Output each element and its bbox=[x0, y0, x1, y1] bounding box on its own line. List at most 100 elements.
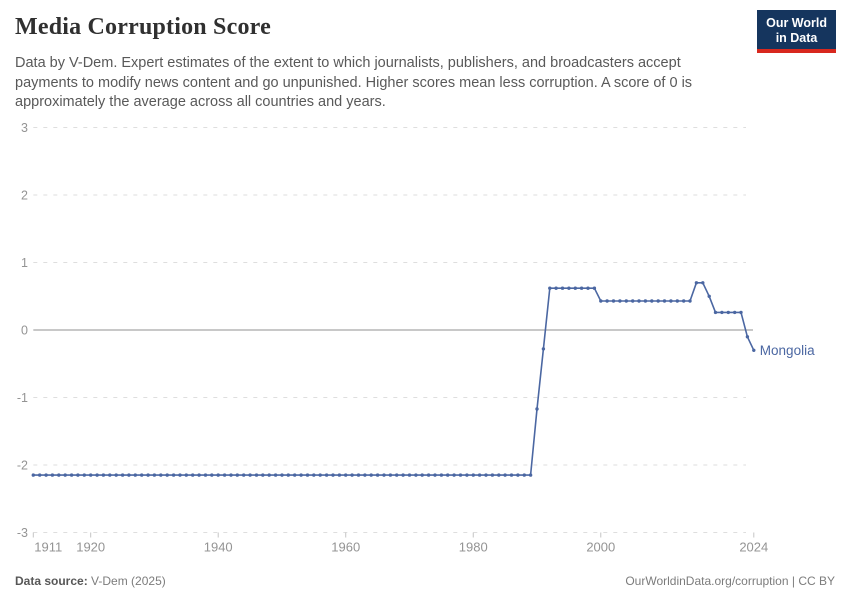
data-point bbox=[146, 473, 150, 477]
chart-subtitle: Data by V-Dem. Expert estimates of the e… bbox=[15, 55, 693, 111]
data-point bbox=[95, 473, 99, 477]
data-point bbox=[337, 473, 342, 477]
data-point bbox=[261, 473, 265, 477]
data-point bbox=[318, 473, 322, 477]
data-point bbox=[560, 286, 565, 290]
series-label-mongolia: Mongolia bbox=[760, 343, 815, 358]
data-point bbox=[682, 299, 686, 303]
data-point bbox=[656, 299, 660, 303]
data-point bbox=[707, 294, 711, 298]
data-point bbox=[127, 473, 131, 477]
data-point bbox=[701, 281, 705, 285]
data-point bbox=[490, 473, 495, 477]
data-point bbox=[401, 473, 405, 477]
data-point bbox=[38, 473, 42, 477]
data-point bbox=[688, 299, 692, 303]
data-point bbox=[554, 286, 558, 290]
data-point bbox=[535, 407, 539, 411]
data-point bbox=[165, 473, 169, 477]
data-point bbox=[720, 310, 724, 315]
data-point bbox=[567, 286, 571, 290]
x-tick-label: 1940 bbox=[204, 540, 233, 555]
data-point bbox=[465, 473, 469, 477]
series-line bbox=[33, 282, 755, 476]
data-point bbox=[624, 299, 628, 303]
data-point bbox=[694, 281, 699, 285]
data-point bbox=[152, 473, 157, 477]
owid-logo-line2: in Data bbox=[775, 31, 818, 45]
data-point bbox=[446, 473, 450, 477]
data-point bbox=[286, 473, 290, 477]
data-point bbox=[273, 473, 278, 477]
y-axis: 3 2 1 0 -1 -2 -3 bbox=[17, 121, 28, 540]
data-point bbox=[254, 473, 259, 477]
data-point bbox=[420, 473, 424, 477]
data-point bbox=[50, 473, 55, 477]
data-point bbox=[299, 473, 303, 477]
data-point bbox=[203, 473, 208, 477]
data-point bbox=[63, 473, 67, 477]
data-point bbox=[178, 473, 182, 477]
data-point bbox=[31, 473, 35, 477]
data-point bbox=[733, 310, 737, 315]
x-tick-label: 1980 bbox=[459, 540, 488, 555]
data-point bbox=[605, 299, 609, 303]
data-point bbox=[305, 473, 310, 477]
data-point bbox=[191, 473, 195, 477]
data-point bbox=[120, 473, 125, 477]
data-point bbox=[407, 473, 412, 477]
x-tick-label: 1960 bbox=[331, 540, 360, 555]
data-point bbox=[433, 473, 437, 477]
data-point bbox=[675, 299, 679, 303]
data-point bbox=[452, 473, 456, 477]
data-point bbox=[509, 473, 514, 477]
x-tick-label: 2024 bbox=[739, 540, 768, 555]
y-tick-label: -1 bbox=[17, 391, 28, 405]
data-point bbox=[528, 473, 533, 477]
data-point bbox=[344, 473, 348, 477]
data-point bbox=[382, 473, 386, 477]
data-point bbox=[579, 286, 584, 290]
data-point bbox=[637, 299, 641, 303]
gridlines bbox=[33, 127, 753, 533]
y-tick-label: -2 bbox=[17, 459, 28, 473]
data-point bbox=[713, 310, 718, 315]
data-point bbox=[229, 473, 233, 477]
data-point bbox=[586, 286, 590, 290]
data-point bbox=[573, 286, 577, 290]
data-source: Data source: V-Dem (2025) bbox=[15, 574, 166, 588]
data-point bbox=[541, 347, 546, 351]
x-axis: 1911 1920 1940 1960 1980 2000 2024 bbox=[32, 532, 768, 555]
data-point bbox=[388, 473, 393, 477]
owid-logo: Our World in Data bbox=[757, 10, 836, 53]
data-point bbox=[611, 299, 616, 303]
y-tick-label: 2 bbox=[21, 189, 28, 203]
data-point bbox=[222, 473, 227, 477]
data-source-label: Data source: bbox=[15, 574, 88, 588]
data-point bbox=[280, 473, 284, 477]
data-point bbox=[267, 473, 271, 477]
data-point bbox=[57, 473, 61, 477]
x-tick-label: 1920 bbox=[76, 540, 105, 555]
y-tick-label: -3 bbox=[17, 526, 28, 540]
data-point bbox=[669, 299, 673, 303]
data-point bbox=[76, 473, 80, 477]
data-point bbox=[114, 473, 118, 477]
data-point bbox=[599, 299, 603, 303]
data-point bbox=[369, 473, 373, 477]
data-point bbox=[324, 473, 329, 477]
data-point bbox=[44, 473, 48, 477]
data-point bbox=[752, 348, 756, 352]
data-point bbox=[662, 299, 667, 303]
data-point bbox=[522, 473, 526, 477]
data-point bbox=[171, 473, 176, 477]
data-point bbox=[69, 473, 74, 477]
y-tick-label: 3 bbox=[21, 121, 28, 135]
data-point bbox=[516, 473, 520, 477]
data-series-mongolia: Mongolia bbox=[31, 281, 815, 477]
data-point bbox=[739, 310, 743, 315]
data-point bbox=[133, 473, 137, 477]
data-point bbox=[184, 473, 188, 477]
data-point bbox=[643, 299, 648, 303]
